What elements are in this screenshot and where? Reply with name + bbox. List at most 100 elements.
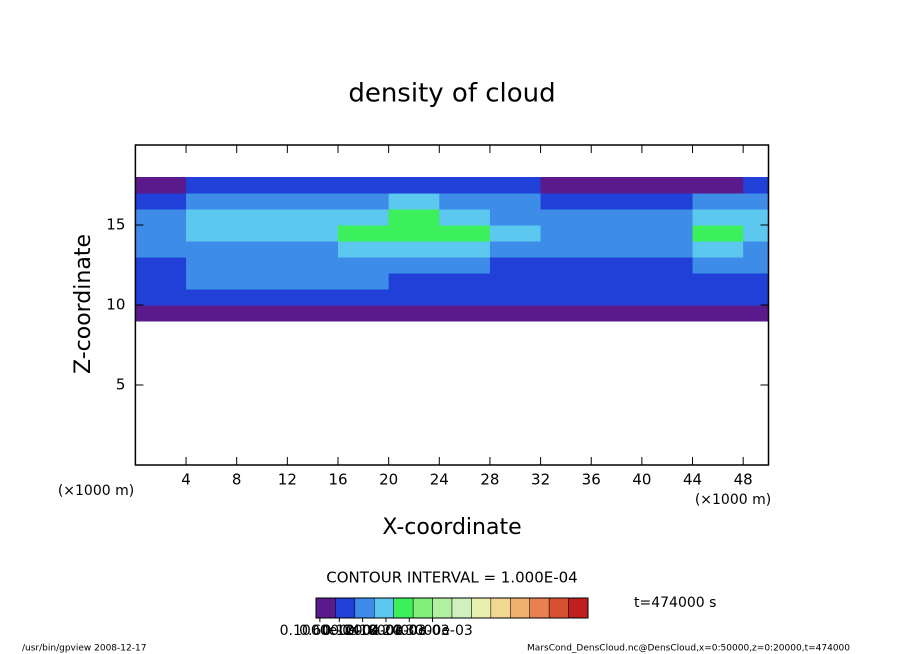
heat-cell — [692, 289, 744, 306]
heat-cell — [743, 305, 769, 322]
heat-cell — [692, 225, 744, 242]
colorbar-segment — [451, 597, 472, 619]
colorbar-label: 0.3000e-03 — [392, 623, 472, 639]
heat-cell — [641, 177, 694, 194]
heat-cell — [489, 305, 542, 322]
heat-cell — [489, 289, 542, 306]
colorbar-segment — [412, 597, 433, 619]
x-tick-label: 44 — [683, 471, 702, 489]
heat-cell — [135, 193, 187, 210]
heat-cell — [489, 193, 542, 210]
heat-cell — [439, 257, 491, 274]
heat-cell — [135, 241, 187, 258]
heat-cell — [540, 225, 592, 242]
heat-cell — [641, 209, 694, 226]
heat-cell — [186, 209, 238, 226]
colorbar-segment — [471, 597, 492, 619]
heat-cell — [388, 305, 440, 322]
colorbar-label: 0.1800e-03 — [346, 623, 426, 639]
x-tick-label: 20 — [379, 471, 398, 489]
colorbar-segment — [510, 597, 530, 619]
heat-cell — [692, 209, 744, 226]
heat-cell — [743, 225, 769, 242]
heat-cell — [743, 273, 769, 290]
heat-cell — [489, 209, 542, 226]
colorbar-label: 0.1000e-04 — [280, 623, 361, 639]
colorbar-segment — [354, 597, 375, 619]
heat-cell — [337, 225, 390, 242]
heat-cell — [135, 257, 187, 274]
heat-cell — [287, 305, 339, 322]
heat-cell — [337, 257, 390, 274]
heat-cell — [186, 273, 238, 290]
heat-cell — [388, 209, 440, 226]
heat-cell — [337, 289, 390, 306]
heat-cell — [591, 257, 643, 274]
heat-cell — [439, 305, 491, 322]
colorbar-label: 0.2400e-03 — [369, 623, 449, 639]
heat-cell — [489, 257, 542, 274]
heat-cell — [337, 305, 390, 322]
heat-cell — [540, 209, 592, 226]
heat-cell — [337, 177, 390, 194]
heat-cell — [743, 209, 769, 226]
heat-cell — [641, 257, 694, 274]
x-tick-label: 16 — [328, 471, 347, 489]
heat-cell — [489, 273, 542, 290]
heat-cell — [388, 241, 440, 258]
heat-cell — [236, 177, 288, 194]
colorbar-segment — [393, 597, 414, 619]
heat-cell — [540, 273, 592, 290]
heat-cell — [591, 241, 643, 258]
heat-cell — [186, 225, 238, 242]
heat-cell — [743, 289, 769, 306]
x-tick-label: 28 — [480, 471, 499, 489]
heat-cell — [236, 273, 288, 290]
heat-cell — [236, 289, 288, 306]
x-unit: (×1000 m) — [695, 492, 771, 508]
heat-cell — [337, 273, 390, 290]
heat-cell — [287, 257, 339, 274]
heat-cell — [439, 241, 491, 258]
x-tick-label: 48 — [734, 471, 753, 489]
heat-cell — [692, 241, 744, 258]
heat-cell — [236, 225, 288, 242]
heat-cell — [388, 273, 440, 290]
heat-cell — [743, 193, 769, 210]
x-tick-label: 36 — [582, 471, 601, 489]
heat-cell — [591, 193, 643, 210]
heat-cell — [287, 273, 339, 290]
heat-cell — [439, 289, 491, 306]
y-tick-label: 10 — [106, 296, 125, 314]
x-tick-label: 32 — [531, 471, 550, 489]
x-tick-label: 40 — [632, 471, 651, 489]
heat-cell — [135, 305, 187, 322]
heat-cell — [236, 209, 288, 226]
heat-cell — [388, 225, 440, 242]
heat-cell — [591, 305, 643, 322]
colorbar-label: 0.1200e-03 — [322, 623, 402, 639]
heat-cell — [388, 257, 440, 274]
heat-cell — [540, 257, 592, 274]
heat-cell — [743, 257, 769, 274]
heat-cell — [692, 273, 744, 290]
heat-cell — [236, 305, 288, 322]
x-tick-label: 24 — [430, 471, 449, 489]
heat-cell — [337, 209, 390, 226]
heat-cell — [692, 177, 744, 194]
heat-cell — [135, 273, 187, 290]
colorbar-segment — [315, 597, 336, 619]
heat-cell — [591, 273, 643, 290]
heat-cell — [489, 177, 542, 194]
heat-cell — [489, 225, 542, 242]
chart-title: density of cloud — [348, 79, 555, 109]
x-tick-label: 4 — [181, 471, 191, 489]
heat-cell — [236, 241, 288, 258]
heat-cell — [743, 241, 769, 258]
colorbar-label: 0.6000e-04 — [299, 623, 380, 639]
heat-cell — [287, 225, 339, 242]
x-axis-title: X-coordinate — [382, 515, 521, 540]
heat-cell — [186, 289, 238, 306]
heat-cell — [591, 225, 643, 242]
heat-cell — [591, 209, 643, 226]
